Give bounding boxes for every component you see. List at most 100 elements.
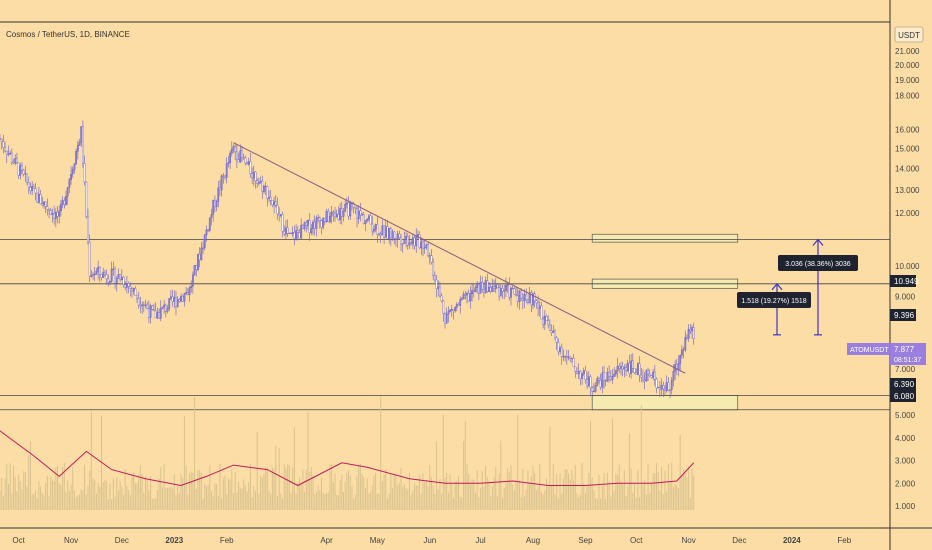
candle-body bbox=[127, 283, 130, 287]
candle-body bbox=[427, 244, 429, 256]
time-tick-label: 2023 bbox=[165, 536, 183, 545]
candle-body bbox=[391, 231, 394, 239]
price-axis[interactable]: 21.000 20.000 19.000 18.000 16.000 15.000 14.0… bbox=[895, 47, 920, 374]
candle-body bbox=[459, 299, 462, 306]
candle-body bbox=[291, 232, 294, 234]
candle-body bbox=[356, 208, 358, 219]
candle-body bbox=[653, 371, 656, 380]
candle-body bbox=[618, 365, 621, 369]
candle-body bbox=[621, 366, 624, 370]
candle-body bbox=[32, 185, 35, 189]
candle-body bbox=[117, 274, 120, 279]
candle-body bbox=[119, 274, 122, 280]
candle-body bbox=[70, 173, 72, 180]
candle-body bbox=[237, 159, 240, 163]
candle-body bbox=[645, 370, 648, 382]
candle-body bbox=[545, 316, 548, 321]
candle-body bbox=[650, 375, 653, 378]
candle-body bbox=[345, 202, 348, 205]
candle-body bbox=[549, 324, 551, 331]
candle-body bbox=[479, 281, 482, 294]
candle-body bbox=[48, 209, 50, 211]
candle-body bbox=[450, 309, 453, 311]
candle-body bbox=[364, 220, 367, 224]
candle-body bbox=[274, 201, 277, 206]
candle-body bbox=[207, 229, 210, 231]
price-zone bbox=[591, 233, 739, 243]
candle-body bbox=[73, 163, 76, 170]
price-tick-label: 9.000 bbox=[895, 292, 916, 301]
candle-body bbox=[312, 221, 314, 229]
candle-body bbox=[657, 387, 660, 389]
candle-body bbox=[212, 200, 215, 215]
candle-body bbox=[631, 360, 634, 369]
candle-body bbox=[582, 370, 585, 374]
candle-body bbox=[454, 307, 457, 312]
ticker-badge: ATOMUSDT bbox=[847, 343, 889, 355]
candle-body bbox=[295, 230, 298, 239]
candle-body bbox=[357, 210, 360, 219]
candle-body bbox=[540, 305, 543, 320]
candle-body bbox=[340, 208, 343, 217]
currency-button[interactable]: USDT bbox=[894, 26, 924, 43]
candle-body bbox=[606, 372, 609, 382]
candle-body bbox=[332, 211, 335, 214]
time-tick-label: Sep bbox=[578, 536, 593, 545]
candle-body bbox=[652, 371, 655, 378]
candle-body bbox=[401, 243, 404, 245]
candle-body bbox=[376, 224, 379, 235]
support-bottom-price-label: 6.080 bbox=[890, 390, 916, 402]
candle-body bbox=[195, 265, 198, 270]
time-tick-label: Dec bbox=[115, 536, 129, 545]
candle-body bbox=[261, 180, 264, 192]
candle-body bbox=[156, 312, 159, 319]
candle-body bbox=[227, 162, 230, 164]
candle-body bbox=[296, 230, 299, 233]
candle-body bbox=[175, 297, 177, 307]
candle-body bbox=[679, 354, 682, 364]
candle-body bbox=[354, 206, 357, 209]
candle-body bbox=[129, 286, 132, 289]
candle-body bbox=[26, 173, 28, 183]
overlay-layer bbox=[233, 142, 824, 374]
candle-body bbox=[486, 280, 489, 292]
measurement-label-1[interactable]: 1.518 (19.27%) 1518 bbox=[737, 292, 811, 308]
candle-body bbox=[528, 292, 531, 303]
candle-body bbox=[109, 281, 111, 283]
candle-body bbox=[461, 298, 463, 300]
candle-body bbox=[68, 179, 71, 188]
candle-body bbox=[571, 357, 573, 359]
candle-body bbox=[689, 329, 692, 332]
candle-body bbox=[428, 255, 431, 257]
candle-body bbox=[65, 196, 67, 205]
price-tick-label: 13.000 bbox=[895, 186, 920, 195]
candle-body bbox=[230, 148, 233, 154]
candle-body bbox=[664, 388, 666, 391]
candle-body bbox=[158, 312, 160, 319]
candle-body bbox=[439, 286, 441, 297]
candle-body bbox=[449, 309, 451, 312]
candle-body bbox=[105, 274, 108, 280]
candle-body bbox=[555, 337, 558, 343]
candle-body bbox=[4, 147, 6, 152]
candle-body bbox=[642, 377, 644, 381]
measurement-label-2[interactable]: 3.036 (38.36%) 3036 bbox=[778, 255, 858, 271]
candle-body bbox=[176, 299, 179, 307]
candle-body bbox=[269, 197, 272, 201]
candle-body bbox=[93, 273, 96, 275]
candle-body bbox=[383, 225, 385, 238]
candle-body bbox=[19, 165, 22, 176]
candle-body bbox=[80, 126, 83, 143]
candle-body bbox=[166, 308, 169, 312]
candle-body bbox=[550, 330, 553, 333]
time-axis[interactable]: Oct Nov Dec 2023 Feb Apr May Jun Jul Aug Sep Oct Nov… bbox=[12, 536, 851, 545]
last-price-label: 7.877 08:51:37 bbox=[890, 343, 926, 365]
price-zone bbox=[591, 395, 739, 411]
symbol-title[interactable]: Cosmos / TetherUS, 1D, BINANCE bbox=[6, 30, 130, 39]
candle-body bbox=[95, 271, 98, 275]
candle-body bbox=[202, 247, 204, 249]
candle-body bbox=[198, 254, 201, 261]
candle-body bbox=[21, 165, 23, 171]
price-tick-label: 15.000 bbox=[895, 144, 920, 153]
